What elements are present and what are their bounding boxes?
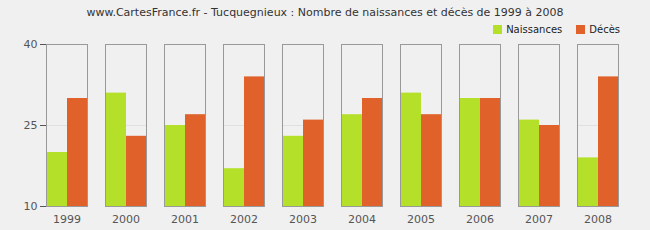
svg-text:2000: 2000 bbox=[112, 213, 140, 226]
svg-text:2007: 2007 bbox=[525, 213, 553, 226]
html-text:Naissances: Naissances bbox=[506, 23, 563, 35]
svg-text:40: 40 bbox=[24, 38, 38, 51]
html-text:www.CartesFrance.fr - Tucquegn: www.CartesFrance.fr - Tucquegnieux : Nom… bbox=[86, 6, 564, 19]
svg-text:2005: 2005 bbox=[407, 213, 435, 226]
svg-text:25: 25 bbox=[24, 119, 38, 132]
svg-text:2006: 2006 bbox=[466, 213, 494, 226]
svg-text:1999: 1999 bbox=[53, 213, 81, 226]
svg-text:2008: 2008 bbox=[584, 213, 612, 226]
svg-text:10: 10 bbox=[24, 200, 38, 213]
svg-text:2004: 2004 bbox=[348, 213, 376, 226]
html-text:Décès: Décès bbox=[589, 23, 620, 35]
svg-text:2003: 2003 bbox=[289, 213, 317, 226]
svg-text:2002: 2002 bbox=[230, 213, 258, 226]
svg-text:2001: 2001 bbox=[171, 213, 199, 226]
